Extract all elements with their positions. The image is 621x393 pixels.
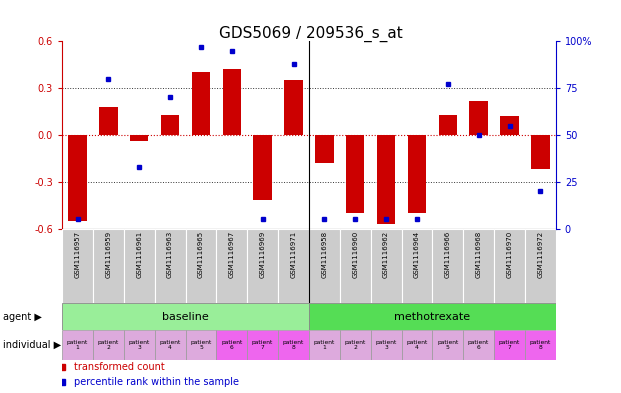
- Text: patient
3: patient 3: [129, 340, 150, 350]
- Text: transformed count: transformed count: [75, 362, 165, 372]
- Text: GSM1116963: GSM1116963: [167, 231, 173, 278]
- Bar: [494, 330, 525, 360]
- Bar: [309, 330, 340, 360]
- Bar: [469, 101, 488, 135]
- Bar: [192, 72, 210, 135]
- Text: GSM1116965: GSM1116965: [198, 231, 204, 278]
- Text: patient
7: patient 7: [252, 340, 273, 350]
- Bar: [247, 330, 278, 360]
- Text: patient
8: patient 8: [530, 340, 551, 350]
- Text: patient
4: patient 4: [406, 340, 428, 350]
- Bar: [278, 330, 309, 360]
- Bar: [309, 229, 340, 303]
- Bar: [62, 303, 309, 330]
- Text: GSM1116972: GSM1116972: [537, 231, 543, 278]
- Bar: [186, 229, 216, 303]
- Bar: [432, 330, 463, 360]
- Bar: [531, 135, 550, 169]
- Text: patient
5: patient 5: [437, 340, 458, 350]
- Text: patient
8: patient 8: [283, 340, 304, 350]
- Bar: [494, 229, 525, 303]
- Text: patient
1: patient 1: [67, 340, 88, 350]
- Bar: [284, 80, 303, 135]
- Bar: [216, 330, 247, 360]
- Text: GSM1116957: GSM1116957: [75, 231, 81, 278]
- Bar: [93, 330, 124, 360]
- Bar: [525, 229, 556, 303]
- Bar: [402, 229, 432, 303]
- Bar: [68, 135, 87, 221]
- Text: patient
6: patient 6: [468, 340, 489, 350]
- Bar: [438, 115, 457, 135]
- Bar: [340, 229, 371, 303]
- Bar: [130, 135, 148, 141]
- Text: patient
4: patient 4: [160, 340, 181, 350]
- Bar: [463, 229, 494, 303]
- Text: agent ▶: agent ▶: [3, 312, 42, 322]
- Text: GSM1116971: GSM1116971: [291, 231, 296, 278]
- Bar: [253, 135, 272, 200]
- Bar: [93, 229, 124, 303]
- Text: patient
2: patient 2: [345, 340, 366, 350]
- Bar: [309, 303, 556, 330]
- Text: patient
6: patient 6: [221, 340, 242, 350]
- Bar: [371, 330, 402, 360]
- Text: patient
1: patient 1: [314, 340, 335, 350]
- Text: GSM1116970: GSM1116970: [507, 231, 512, 278]
- Text: GDS5069 / 209536_s_at: GDS5069 / 209536_s_at: [219, 26, 402, 42]
- Bar: [525, 330, 556, 360]
- Text: individual ▶: individual ▶: [3, 340, 61, 350]
- Bar: [222, 69, 241, 135]
- Bar: [155, 229, 186, 303]
- Text: percentile rank within the sample: percentile rank within the sample: [75, 377, 240, 387]
- Text: patient
7: patient 7: [499, 340, 520, 350]
- Bar: [124, 229, 155, 303]
- Bar: [99, 107, 117, 135]
- Bar: [62, 330, 93, 360]
- Bar: [463, 330, 494, 360]
- Bar: [278, 229, 309, 303]
- Text: patient
2: patient 2: [97, 340, 119, 350]
- Text: GSM1116958: GSM1116958: [322, 231, 327, 278]
- Bar: [346, 135, 365, 213]
- Bar: [62, 229, 93, 303]
- Text: GSM1116966: GSM1116966: [445, 231, 451, 278]
- Text: GSM1116962: GSM1116962: [383, 231, 389, 278]
- Bar: [501, 116, 519, 135]
- Bar: [432, 229, 463, 303]
- Bar: [186, 330, 216, 360]
- Bar: [377, 135, 396, 224]
- Text: GSM1116967: GSM1116967: [229, 231, 235, 278]
- Text: GSM1116968: GSM1116968: [476, 231, 482, 278]
- Text: baseline: baseline: [162, 312, 209, 322]
- Text: patient
5: patient 5: [190, 340, 212, 350]
- Bar: [315, 135, 333, 163]
- Bar: [247, 229, 278, 303]
- Text: GSM1116964: GSM1116964: [414, 231, 420, 278]
- Text: GSM1116961: GSM1116961: [136, 231, 142, 278]
- Bar: [124, 330, 155, 360]
- Bar: [371, 229, 402, 303]
- Text: GSM1116969: GSM1116969: [260, 231, 266, 278]
- Bar: [340, 330, 371, 360]
- Text: patient
3: patient 3: [376, 340, 397, 350]
- Bar: [216, 229, 247, 303]
- Bar: [161, 115, 179, 135]
- Bar: [407, 135, 426, 213]
- Bar: [155, 330, 186, 360]
- Text: GSM1116959: GSM1116959: [106, 231, 111, 278]
- Bar: [402, 330, 432, 360]
- Text: methotrexate: methotrexate: [394, 312, 471, 322]
- Text: GSM1116960: GSM1116960: [352, 231, 358, 278]
